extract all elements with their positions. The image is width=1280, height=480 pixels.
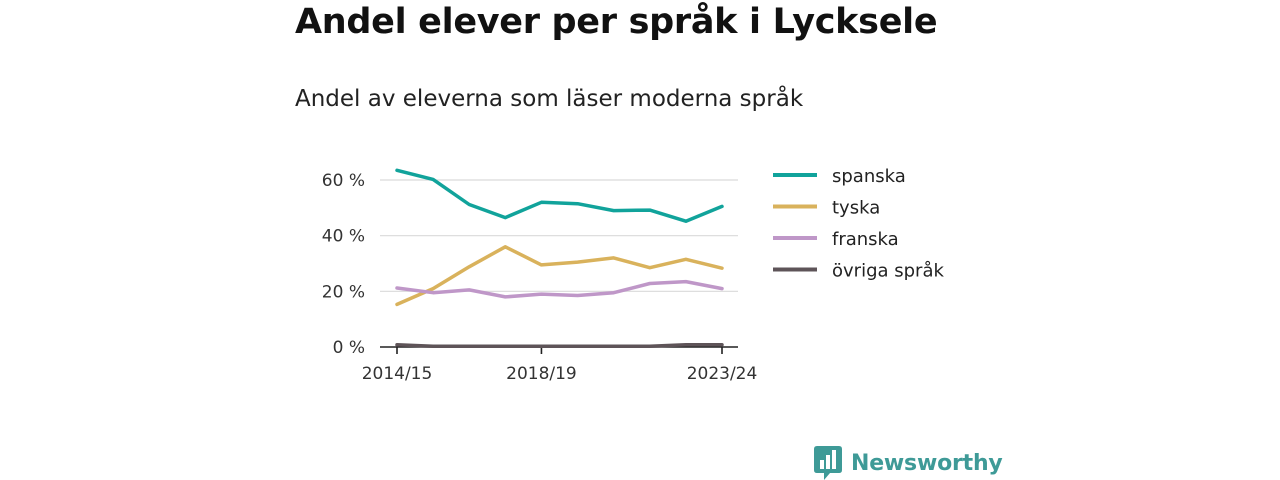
x-tick-label: 2018/19 — [506, 364, 577, 384]
x-axis-ticks: 2014/15 2018/19 2023/24 — [362, 347, 758, 384]
legend-label: spanska — [832, 166, 906, 187]
y-tick-label: 60 % — [322, 171, 365, 191]
newsworthy-brand: Newsworthy — [814, 446, 1003, 480]
x-tick-label: 2023/24 — [687, 364, 758, 384]
gridlines — [380, 179, 738, 292]
series-lines — [395, 168, 724, 348]
x-tick-label: 2014/15 — [362, 364, 433, 384]
legend-label: franska — [832, 229, 899, 250]
legend: spanska tyska franska övriga språk — [773, 166, 944, 282]
legend-label: övriga språk — [832, 261, 944, 282]
y-axis-ticks: 0 % 20 % 40 % 60 % — [322, 171, 365, 358]
legend-label: tyska — [832, 198, 880, 219]
series-line-tyska — [395, 245, 724, 307]
y-tick-label: 0 % — [333, 338, 365, 358]
y-tick-label: 40 % — [322, 227, 365, 247]
series-line-övriga-språk — [395, 343, 724, 348]
y-tick-label: 20 % — [322, 282, 365, 302]
series-line-spanska — [395, 168, 724, 223]
brand-name: Newsworthy — [851, 450, 1003, 476]
chart-subtitle: Andel av eleverna som läser moderna språ… — [295, 86, 804, 112]
newsworthy-logo-icon — [814, 446, 842, 480]
chart-title: Andel elever per språk i Lycksele — [295, 2, 938, 42]
series-line-franska — [395, 279, 724, 299]
